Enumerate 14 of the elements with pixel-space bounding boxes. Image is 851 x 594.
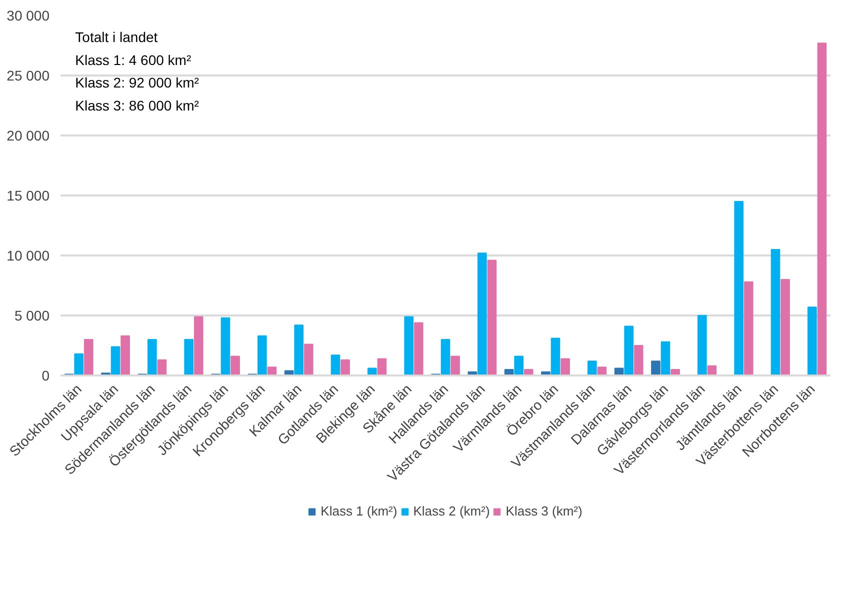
y-tick-label: 0 <box>42 368 50 384</box>
annotation: Klass 1: 4 600 km² <box>75 52 192 68</box>
y-tick-label: 10 000 <box>6 248 50 264</box>
y-tick-label: 30 000 <box>6 8 50 24</box>
y-tick-label: 5 000 <box>14 308 50 324</box>
y-tick-label: 20 000 <box>6 128 50 144</box>
legend-label: Klass 1 (km²) <box>320 504 398 518</box>
legend-label: Klass 3 (km²) <box>506 504 582 518</box>
y-tick-label: 25 000 <box>6 68 50 84</box>
y-tick-label: 15 000 <box>6 188 50 204</box>
annotation: Totalt i landet <box>75 29 158 46</box>
annotation: Klass 2: 92 000 km² <box>75 74 200 91</box>
annotation: Klass 3: 86 000 km² <box>75 98 200 114</box>
legend-label: Klass 2 (km²) <box>413 504 490 518</box>
